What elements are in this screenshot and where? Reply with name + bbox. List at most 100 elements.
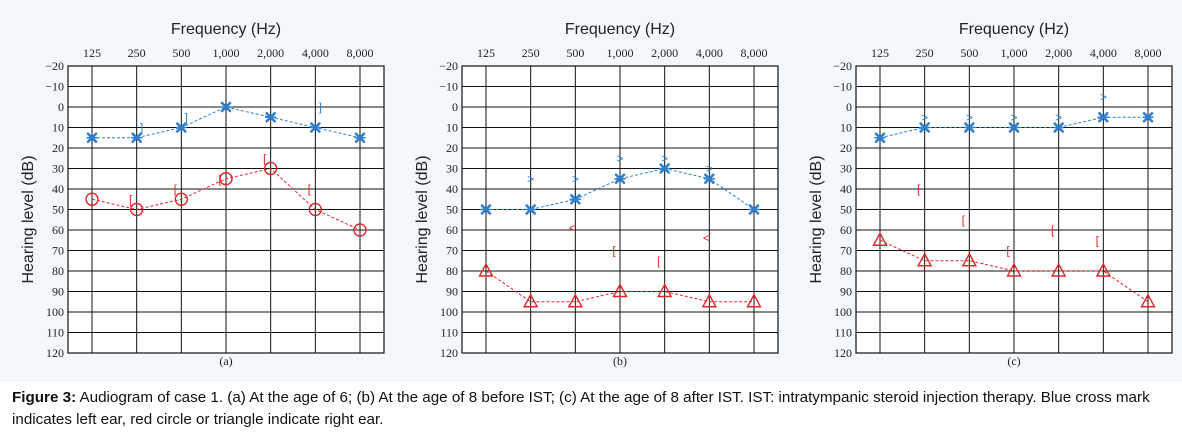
y-tick-label: −20 <box>833 59 852 73</box>
y-tick-label: 50 <box>840 203 852 217</box>
y-tick-label: 90 <box>840 285 852 299</box>
bone-marker: [ <box>962 213 966 227</box>
y-tick-label: 20 <box>840 141 852 155</box>
right-ear-circle-point <box>219 172 233 186</box>
y-tick-label: 110 <box>440 326 458 340</box>
y-tick-label: 40 <box>52 182 64 196</box>
right-ear-triangle-point <box>656 283 673 298</box>
right-ear-triangle-point <box>916 252 933 267</box>
x-axis-title: Frequency (Hz) <box>959 21 1069 38</box>
x-tick-label: 500 <box>566 46 584 60</box>
bone-marker: [ <box>1006 244 1010 258</box>
x-tick-label: 8,000 <box>347 46 374 60</box>
y-tick-label: 90 <box>446 285 458 299</box>
y-tick-label: 110 <box>46 326 64 340</box>
bone-marker: [ <box>1096 233 1100 247</box>
left-ear-cross-point <box>569 193 582 205</box>
left-ear-cross-point <box>703 173 716 185</box>
y-tick-label: 0 <box>452 100 458 114</box>
y-tick-label: 30 <box>446 162 458 176</box>
y-tick-label: 80 <box>840 264 852 278</box>
left-ear-cross-point <box>918 122 931 133</box>
y-tick-label: 50 <box>446 203 458 217</box>
left-ear-cross-point <box>220 101 232 113</box>
right-ear-triangle-point <box>1006 262 1022 277</box>
right-ear-triangle-point <box>567 293 584 308</box>
y-tick-label: 100 <box>834 305 852 319</box>
bone-marker: > <box>572 172 579 186</box>
bone-marker: > <box>616 151 623 165</box>
x-tick-label: 2,000 <box>1045 46 1072 60</box>
y-tick-label: 70 <box>52 244 64 258</box>
y-tick-label: 10 <box>840 121 852 135</box>
left-ear-cross-point <box>1052 122 1065 133</box>
bone-marker: > <box>1100 90 1107 104</box>
audiogram-a: −20 −10 0 10 20 30 40 50 60 70 80 90 100 110 120 125 250… <box>20 21 385 368</box>
x-axis-title: Frequency (Hz) <box>565 21 675 38</box>
y-tick-label: 80 <box>446 264 458 278</box>
right-ear-circle-point <box>129 202 144 217</box>
bone-marker: [ <box>129 192 133 206</box>
left-ear-cross-point <box>480 204 492 215</box>
right-ear-circle-point <box>308 202 323 217</box>
figure-area: −20 −10 0 10 20 30 40 50 60 70 80 90 100 110 120 125 250… <box>20 21 1173 368</box>
right-ear-circle-point <box>263 161 278 176</box>
y-tick-label: −10 <box>833 80 852 94</box>
y-tick-label: 60 <box>840 223 852 237</box>
right-ear-triangle-point <box>1050 262 1067 277</box>
y-tick-label: 40 <box>446 182 458 196</box>
y-tick-label: −10 <box>45 80 64 94</box>
bone-marker: < <box>703 231 710 245</box>
y-tick-label: 0 <box>846 100 852 114</box>
y-tick-label: 70 <box>446 244 458 258</box>
left-ear-cross-point <box>1097 111 1110 123</box>
y-tick-label: 30 <box>52 162 64 176</box>
y-tick-label: 110 <box>834 326 852 340</box>
right-ear-triangle-point <box>1095 262 1112 277</box>
bone-marker: [ <box>657 254 661 268</box>
caption-label: Figure 3: <box>12 389 77 406</box>
right-ear-triangle-point <box>522 293 539 308</box>
x-tick-label: 125 <box>871 46 889 60</box>
x-tick-label: 500 <box>172 46 190 60</box>
x-tick-label: 1,000 <box>1001 46 1028 60</box>
audiogram-b: −20 −10 0 10 20 30 40 50 60 70 80 90 100 110 120 125 250… <box>414 21 779 368</box>
y-tick-label: 120 <box>46 346 64 360</box>
bone-marker: < <box>569 221 576 235</box>
bone-marker: [ <box>612 244 616 258</box>
y-tick-label: 100 <box>46 305 64 319</box>
left-ear-cross-point <box>309 122 322 133</box>
y-tick-label: 50 <box>52 203 64 217</box>
plot-frame <box>67 65 385 354</box>
right-ear-triangle-point <box>872 231 888 246</box>
y-axis-title: Hearing level (dB) <box>20 155 37 283</box>
bone-marker: > <box>1010 110 1017 124</box>
right-ear-line <box>485 270 754 303</box>
bone-marker: > <box>966 110 973 124</box>
right-ear-circle-point <box>353 223 367 237</box>
x-tick-label: 250 <box>128 46 146 60</box>
y-tick-label: 0 <box>58 100 64 114</box>
x-tick-label: 8,000 <box>1135 46 1162 60</box>
left-ear-cross-point <box>874 132 886 144</box>
bone-marker: [ <box>917 182 921 196</box>
bone-marker: [ <box>308 182 312 196</box>
panel-label: (b) <box>613 354 627 368</box>
y-tick-label: −10 <box>439 80 458 94</box>
x-tick-label: 4,000 <box>1090 46 1117 60</box>
left-ear-cross-point <box>354 132 366 144</box>
left-ear-cross-point <box>130 132 143 144</box>
bone-marker: ] <box>319 100 322 114</box>
bone-marker: ] <box>140 121 143 135</box>
x-tick-label: 8,000 <box>741 46 768 60</box>
left-ear-cross-point <box>1008 122 1020 133</box>
caption-text: Audiogram of case 1. (a) At the age of 6… <box>12 389 1150 428</box>
left-ear-cross-point <box>86 132 98 144</box>
bone-marker: > <box>661 151 668 165</box>
plot-frame <box>461 65 779 354</box>
y-tick-label: 30 <box>840 162 852 176</box>
bone-marker: [ <box>263 151 267 165</box>
y-tick-label: 10 <box>52 121 64 135</box>
left-ear-cross-point <box>1142 111 1154 123</box>
left-ear-cross-point <box>524 204 537 215</box>
